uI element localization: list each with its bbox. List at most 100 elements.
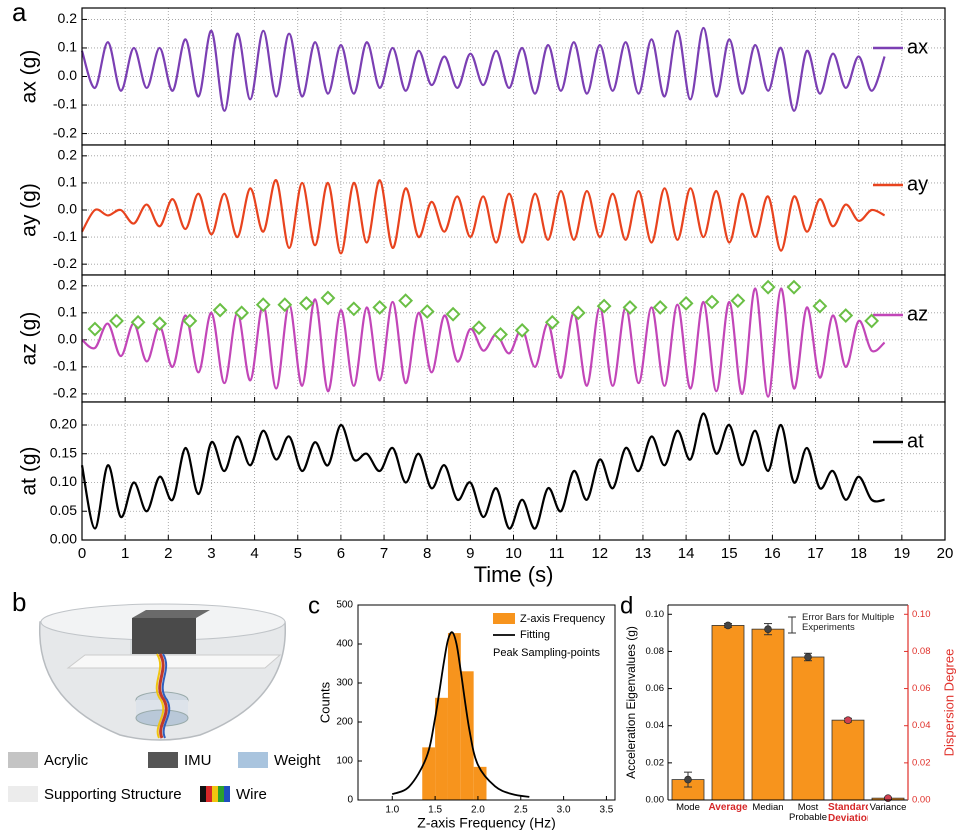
y-tick-label: 0.02: [646, 757, 665, 768]
x-tick-label: 1.0: [385, 805, 399, 816]
panel-label: c: [308, 592, 320, 619]
fit-line: [391, 631, 530, 798]
peak-marker: [622, 300, 638, 315]
peak-marker: [320, 290, 336, 306]
x-tick-label: 5: [294, 545, 302, 562]
mean-point: [804, 653, 812, 661]
peak-marker: [493, 327, 508, 342]
peak-marker: [544, 314, 560, 330]
y-tick-label: 0.2: [58, 277, 78, 293]
y-tick-label: 0.10: [646, 609, 665, 620]
y-tick-label: 0.10: [50, 473, 77, 489]
y-tick-label: 0.05: [50, 502, 77, 518]
y2-tick-label: 0.02: [912, 757, 931, 768]
peak-marker: [212, 302, 228, 318]
x-tick-label: 2: [164, 545, 172, 562]
y-tick-label: 0.00: [50, 531, 77, 547]
bar: [711, 625, 745, 801]
y-axis-label: Acceleration Eigenvalues (g): [624, 626, 638, 779]
legend-label: Wire: [236, 786, 267, 803]
y-axis-label: az (g): [18, 312, 41, 366]
bar: [831, 719, 865, 801]
panel-label: a: [12, 0, 27, 27]
x-tick-label-box: Mode: [676, 803, 700, 813]
y-tick-label: 0.04: [646, 720, 665, 731]
peak-marker: [812, 298, 828, 314]
y-tick-label: 0.2: [58, 147, 78, 163]
legend-swatch: [8, 752, 38, 768]
y-axis-label: ay (g): [18, 183, 41, 237]
x-tick-label: Most Probable: [788, 803, 828, 823]
peak-marker: [596, 298, 612, 314]
panel-label: b: [12, 587, 26, 617]
y-tick-label: 100: [336, 756, 353, 767]
peak-marker: [445, 306, 461, 322]
peak-marker: [730, 293, 746, 309]
legend-label: at: [907, 430, 924, 452]
y-tick-label: -0.2: [53, 255, 77, 271]
legend-label: IMU: [184, 752, 212, 769]
y-tick-label: 0.08: [646, 646, 665, 657]
peak-marker: [760, 279, 776, 295]
y-axis-label: at (g): [18, 446, 41, 495]
peak-marker: [130, 314, 146, 330]
x-tick-label: 12: [591, 545, 608, 562]
y-tick-label: 0.0: [58, 331, 78, 347]
x-tick-label: 1: [121, 545, 129, 562]
device-illustration: [39, 603, 286, 741]
y2-tick-label: 0.04: [912, 720, 931, 731]
x-tick-label: Median: [752, 803, 784, 813]
y-tick-label: 0.06: [646, 683, 665, 694]
data-line: [80, 412, 885, 530]
bar: [751, 628, 785, 801]
legend-swatch: [200, 786, 230, 802]
peak-marker: [838, 308, 854, 323]
x-tick-label: 14: [678, 545, 695, 562]
mean-point: [764, 625, 772, 633]
y-tick-label: -0.1: [53, 358, 77, 374]
legend-label: az: [907, 303, 928, 325]
x-tick-label: 16: [764, 545, 781, 562]
x-tick-label-box: Average: [708, 803, 747, 813]
y-tick-label: 400: [336, 639, 353, 650]
annotation-box: Error Bars for Multiple Experiments: [802, 613, 895, 633]
x-tick-label: 17: [807, 545, 824, 562]
y2-tick-label: 0.08: [912, 646, 931, 657]
histogram-bar: [422, 747, 436, 800]
mean-point: [844, 716, 852, 724]
legend-label: ax: [907, 36, 928, 58]
data-line: [80, 26, 886, 112]
x-tick-label: 13: [635, 545, 652, 562]
x-tick-label: 11: [549, 545, 565, 562]
y-tick-label: -0.2: [53, 385, 77, 401]
x-tick-label-box: Standard Deviation: [828, 803, 868, 823]
legend-label: Z-axis Frequency: [520, 613, 605, 625]
legend-swatch: [8, 786, 38, 802]
peak-marker: [182, 313, 198, 329]
mean-point: [884, 794, 892, 802]
y2-tick-label: 0.00: [912, 795, 931, 806]
x-tick-label: 19: [894, 545, 911, 562]
legend-label: Supporting Structure: [44, 786, 182, 803]
x-tick-label: Mode: [676, 803, 700, 813]
x-tick-label-box: Most Probable: [788, 803, 828, 823]
annotation: Error Bars for Multiple Experiments: [802, 613, 895, 633]
histogram-bar: [460, 671, 474, 800]
y-axis-label: ax (g): [18, 50, 41, 104]
plot-frame: [357, 604, 616, 801]
x-tick-label-box: Variance: [870, 803, 907, 812]
x-tick-label: 4: [250, 545, 258, 562]
peak-marker: [277, 297, 293, 313]
peak-marker: [570, 305, 586, 321]
x-axis-label: Z-axis Frequency (Hz): [417, 815, 555, 830]
peak-marker: [678, 295, 694, 311]
peak-marker: [234, 305, 250, 321]
y2-axis-label: Dispersion Degree: [941, 649, 956, 757]
y2-tick-label: 0.06: [912, 683, 931, 694]
data-line: [81, 179, 886, 255]
peak-marker: [704, 294, 720, 310]
legend-swatch: [148, 752, 178, 768]
mean-point: [684, 775, 692, 784]
y-tick-label: 0.15: [50, 444, 77, 460]
